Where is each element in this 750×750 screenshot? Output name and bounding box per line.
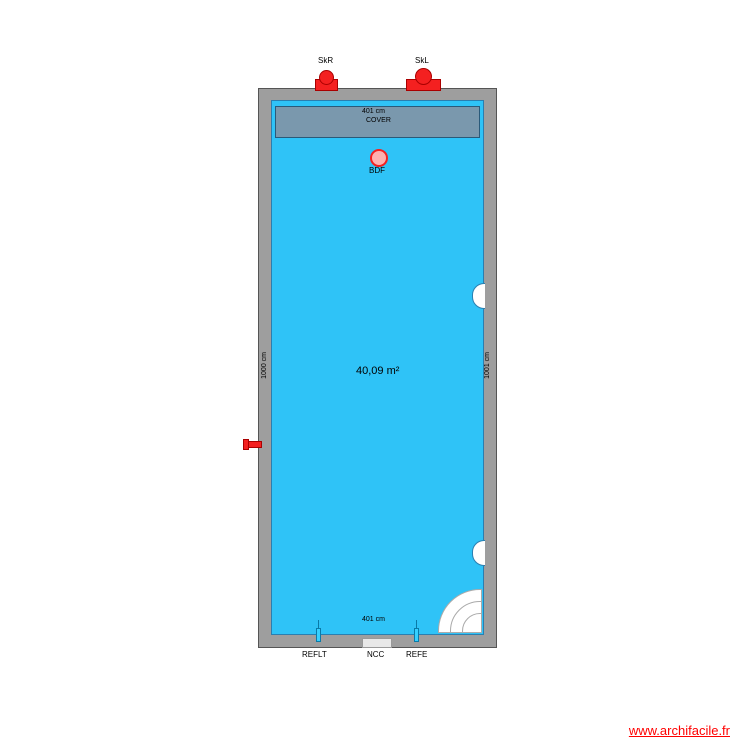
area-label: 40,09 m² [356, 365, 399, 377]
skimmer-circle-right [319, 70, 334, 85]
dim-top: 401 cm [362, 108, 385, 115]
reflt-stroke [318, 620, 319, 628]
bdf-drain [370, 149, 388, 167]
ncc-box [362, 638, 392, 648]
ncc-label: NCC [367, 650, 384, 659]
dim-right: 1001 cm [484, 352, 491, 379]
refe-inlet [414, 628, 419, 642]
skl-label: SkL [415, 56, 429, 65]
dim-bottom: 401 cm [362, 616, 385, 623]
reflt-label: REFLT [302, 650, 327, 659]
watermark-link[interactable]: www.archifacile.fr [629, 723, 730, 738]
corner-steps [440, 591, 482, 633]
dim-left: 1000 cm [261, 352, 268, 379]
refe-stroke [416, 620, 417, 628]
refe-label: REFE [406, 650, 427, 659]
skimmer-circle-left [415, 68, 432, 85]
drawing-canvas: 401 cm COVER 40,09 m² 401 cm 1000 cm 100… [0, 0, 750, 750]
skr-label: SkR [318, 56, 333, 65]
valve-head [243, 439, 249, 450]
bdf-label: BDF [369, 166, 385, 175]
cover-label: COVER [366, 117, 391, 124]
reflt-inlet [316, 628, 321, 642]
